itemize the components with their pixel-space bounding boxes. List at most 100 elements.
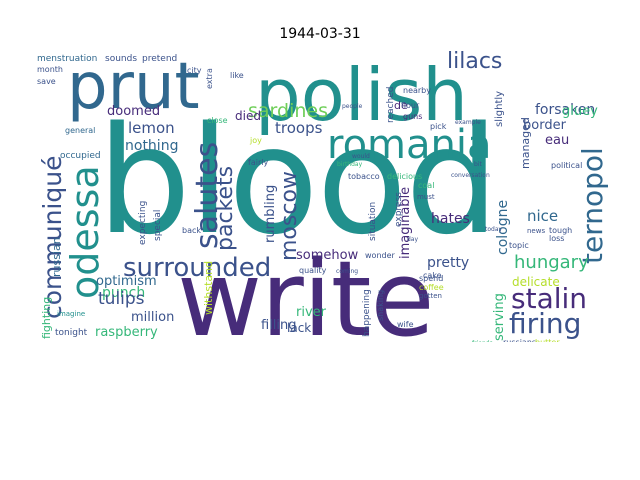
word-pretty: pretty	[427, 255, 470, 271]
word-butter: butter	[535, 339, 560, 343]
word-border: border	[523, 118, 566, 133]
word-joy: joy	[250, 136, 262, 145]
word-day: day	[407, 236, 419, 243]
word-imagine: imagine	[57, 310, 86, 318]
word-river: river	[296, 305, 326, 320]
word-lemon: lemon	[128, 119, 175, 137]
word-gluey: gluey	[562, 104, 598, 119]
word-rumbling: rumbling	[263, 184, 278, 243]
word-stalin: stalin	[511, 282, 588, 315]
word-firing: firing	[509, 307, 582, 340]
word-raspberry: raspberry	[95, 325, 158, 340]
word-pick: pick	[430, 122, 447, 131]
word-hungary: hungary	[514, 252, 589, 273]
word-sardines: sardines	[248, 100, 328, 122]
word-romania: romania	[327, 122, 492, 168]
word-special: special	[153, 209, 163, 241]
word-today: today	[485, 226, 503, 233]
word-write: write	[177, 238, 434, 342]
word-tulips: tulips	[98, 289, 145, 309]
word-bit: bit	[474, 161, 482, 168]
word-month: month	[37, 65, 63, 74]
word-expecting: expecting	[138, 200, 148, 245]
word-ternopol: ternopol	[576, 147, 609, 264]
word-quality: quality	[299, 266, 327, 275]
word-lilacs: lilacs	[447, 49, 503, 74]
word-russian: russian	[50, 237, 63, 277]
word-prut: prut	[67, 50, 200, 124]
word-news: news	[527, 227, 546, 235]
word-delicious: delicious	[387, 172, 423, 181]
word-polish: polish	[255, 53, 468, 137]
word-topic: topic	[509, 241, 529, 250]
word-express: express	[394, 192, 404, 227]
word-surrounded: surrounded	[123, 253, 272, 283]
word-lack: lack	[287, 321, 312, 335]
word-loss: loss	[549, 234, 565, 243]
word-hates: hates	[431, 211, 470, 227]
word-tonight: tonight	[55, 328, 88, 338]
word-somehow: somehow	[296, 248, 359, 263]
word-save: save	[37, 77, 56, 86]
word-filling: filling	[261, 318, 297, 333]
word-doomed: doomed	[107, 104, 161, 119]
word-pretend: pretend	[142, 54, 178, 64]
word-coal: coal	[418, 181, 435, 190]
word-example: example	[455, 119, 481, 126]
word-managed: managed	[519, 117, 532, 169]
word-city: city	[187, 66, 202, 75]
word-slightly: slightly	[494, 90, 505, 127]
word-packets: packets	[213, 165, 238, 251]
word-menstruation: menstruation	[37, 54, 98, 64]
word-cloud: blood write polish prut romania odessa c…	[37, 49, 614, 342]
word-million: million	[131, 310, 175, 325]
word-delicate: delicate	[512, 275, 560, 289]
word-sounds: sounds	[105, 54, 138, 64]
word-friends: friends	[472, 341, 493, 343]
figure-title: 1944-03-31	[279, 26, 361, 42]
word-coffee: coffee	[419, 283, 444, 292]
word-serving: serving	[492, 293, 507, 341]
word-situation: situation	[368, 201, 378, 241]
word-troops: troops	[275, 119, 323, 137]
word-spend: spend	[419, 274, 444, 283]
word-forsaken: forsaken	[535, 102, 596, 118]
word-de: de	[394, 99, 408, 112]
word-extra: extra	[205, 68, 214, 89]
word-general: general	[65, 126, 96, 135]
word-tobacco: tobacco	[348, 172, 380, 181]
word-political: political	[551, 161, 583, 170]
word-people: people	[342, 103, 363, 110]
word-must: must	[417, 193, 435, 201]
word-birthday: birthday	[337, 161, 363, 168]
word-occupied: occupied	[60, 151, 101, 161]
word-tough: tough	[549, 226, 573, 235]
word-back: back	[182, 226, 202, 235]
word-happening: happening	[362, 289, 372, 337]
word-shaking: shaking	[376, 289, 385, 321]
word-nothing: nothing	[125, 138, 179, 154]
word-would: would	[352, 153, 370, 160]
word-flour: flour	[401, 101, 420, 110]
word-nice: nice	[527, 207, 559, 225]
word-fairly: fairly	[248, 158, 269, 167]
word-guns: guns	[403, 112, 423, 121]
word-like: like	[230, 71, 244, 80]
word-reached: reached	[386, 86, 396, 123]
word-optimism: optimism	[96, 274, 157, 289]
word-conversation: conversation	[451, 172, 490, 179]
word-blood: blood	[97, 95, 499, 267]
word-eau: eau	[545, 133, 570, 148]
word-wonder: wonder	[365, 251, 395, 260]
word-wife: wife	[397, 320, 414, 329]
word-fighting: fighting	[40, 296, 53, 339]
word-close: close	[207, 116, 228, 125]
word-russians: russians	[503, 339, 536, 343]
word-gotten: gotten	[419, 292, 442, 300]
word-nearby: nearby	[403, 86, 431, 95]
word-withstand: withstand	[202, 260, 215, 315]
word-punch: punch	[102, 285, 146, 301]
word-coming: coming	[336, 268, 359, 275]
word-cake: cake	[423, 271, 442, 280]
word-died: died	[235, 109, 261, 123]
